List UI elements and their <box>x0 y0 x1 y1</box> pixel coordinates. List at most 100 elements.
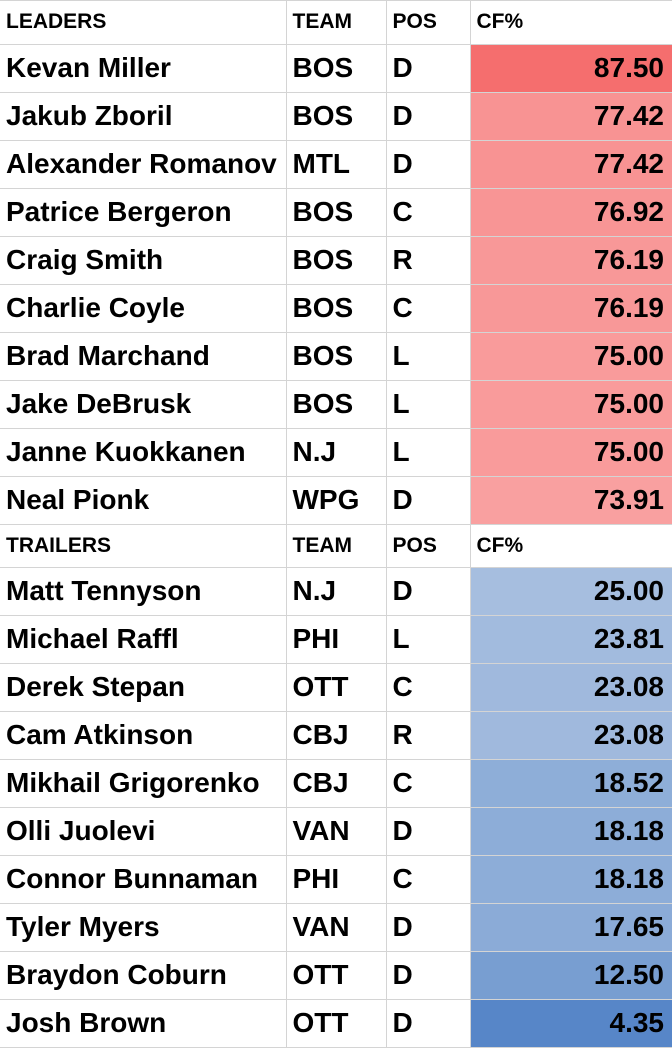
cf-percent-cell[interactable]: 23.08 <box>470 663 672 712</box>
position-cell[interactable]: D <box>386 140 471 189</box>
cf-percent-cell[interactable]: 75.00 <box>470 332 672 381</box>
position-cell[interactable]: C <box>386 284 471 333</box>
position-cell[interactable]: D <box>386 476 471 525</box>
player-name-cell[interactable]: Janne Kuokkanen <box>0 428 287 477</box>
player-name-cell[interactable]: Charlie Coyle <box>0 284 287 333</box>
position-cell[interactable]: C <box>386 759 471 808</box>
position-cell[interactable]: D <box>386 44 471 93</box>
table-row: Alexander Romanov MTL D 77.42 <box>0 140 672 189</box>
table-row: Patrice Bergeron BOS C 76.92 <box>0 188 672 237</box>
team-cell[interactable]: CBJ <box>286 759 387 808</box>
position-cell[interactable]: C <box>386 188 471 237</box>
team-cell[interactable]: WPG <box>286 476 387 525</box>
team-cell[interactable]: PHI <box>286 855 387 904</box>
team-cell[interactable]: BOS <box>286 44 387 93</box>
cf-percent-cell[interactable]: 73.91 <box>470 476 672 525</box>
player-name-cell[interactable]: Craig Smith <box>0 236 287 285</box>
position-cell[interactable]: D <box>386 903 471 952</box>
table-row: Jake DeBrusk BOS L 75.00 <box>0 380 672 429</box>
position-cell[interactable]: D <box>386 999 471 1048</box>
cf-percent-cell[interactable]: 75.00 <box>470 380 672 429</box>
cf-column-header[interactable]: CF% <box>470 524 672 568</box>
table-row: Josh Brown OTT D 4.35 <box>0 999 672 1048</box>
table-row: Olli Juolevi VAN D 18.18 <box>0 807 672 856</box>
player-name-cell[interactable]: Patrice Bergeron <box>0 188 287 237</box>
cf-percent-cell[interactable]: 18.18 <box>470 807 672 856</box>
cf-percent-cell[interactable]: 77.42 <box>470 140 672 189</box>
team-cell[interactable]: VAN <box>286 807 387 856</box>
cf-percent-cell[interactable]: 87.50 <box>470 44 672 93</box>
team-cell[interactable]: BOS <box>286 236 387 285</box>
player-name-cell[interactable]: Neal Pionk <box>0 476 287 525</box>
trailers-header-row: TRAILERS TEAM POS CF% <box>0 524 672 568</box>
player-name-cell[interactable]: Jakub Zboril <box>0 92 287 141</box>
cf-percent-cell[interactable]: 18.18 <box>470 855 672 904</box>
cf-column-header[interactable]: CF% <box>470 1 672 45</box>
team-cell[interactable]: BOS <box>286 284 387 333</box>
table-row: Cam Atkinson CBJ R 23.08 <box>0 711 672 760</box>
cf-percent-cell[interactable]: 17.65 <box>470 903 672 952</box>
team-cell[interactable]: BOS <box>286 92 387 141</box>
team-cell[interactable]: N.J <box>286 567 387 616</box>
player-name-cell[interactable]: Olli Juolevi <box>0 807 287 856</box>
team-column-header[interactable]: TEAM <box>286 1 387 45</box>
cf-percent-cell[interactable]: 77.42 <box>470 92 672 141</box>
player-name-cell[interactable]: Braydon Coburn <box>0 951 287 1000</box>
cf-percent-cell[interactable]: 23.81 <box>470 615 672 664</box>
table-row: Neal Pionk WPG D 73.91 <box>0 476 672 525</box>
team-column-header[interactable]: TEAM <box>286 524 387 568</box>
player-name-cell[interactable]: Connor Bunnaman <box>0 855 287 904</box>
table-row: Braydon Coburn OTT D 12.50 <box>0 951 672 1000</box>
cf-percent-cell[interactable]: 75.00 <box>470 428 672 477</box>
table-row: Matt Tennyson N.J D 25.00 <box>0 567 672 616</box>
position-cell[interactable]: D <box>386 92 471 141</box>
table-row: Connor Bunnaman PHI C 18.18 <box>0 855 672 904</box>
player-name-cell[interactable]: Mikhail Grigorenko <box>0 759 287 808</box>
position-cell[interactable]: C <box>386 855 471 904</box>
team-cell[interactable]: BOS <box>286 332 387 381</box>
cf-percent-cell[interactable]: 76.19 <box>470 236 672 285</box>
team-cell[interactable]: PHI <box>286 615 387 664</box>
player-name-cell[interactable]: Derek Stepan <box>0 663 287 712</box>
player-name-cell[interactable]: Cam Atkinson <box>0 711 287 760</box>
cf-percent-cell[interactable]: 23.08 <box>470 711 672 760</box>
player-name-cell[interactable]: Michael Raffl <box>0 615 287 664</box>
position-cell[interactable]: C <box>386 663 471 712</box>
cf-percent-cell[interactable]: 4.35 <box>470 999 672 1048</box>
cf-percent-cell[interactable]: 25.00 <box>470 567 672 616</box>
team-cell[interactable]: BOS <box>286 188 387 237</box>
team-cell[interactable]: CBJ <box>286 711 387 760</box>
position-cell[interactable]: D <box>386 807 471 856</box>
team-cell[interactable]: OTT <box>286 663 387 712</box>
team-cell[interactable]: BOS <box>286 380 387 429</box>
player-name-cell[interactable]: Alexander Romanov <box>0 140 287 189</box>
cf-percent-cell[interactable]: 76.92 <box>470 188 672 237</box>
player-name-cell[interactable]: Jake DeBrusk <box>0 380 287 429</box>
cf-percent-cell[interactable]: 18.52 <box>470 759 672 808</box>
team-cell[interactable]: OTT <box>286 999 387 1048</box>
player-name-cell[interactable]: Brad Marchand <box>0 332 287 381</box>
leaders-section-label[interactable]: LEADERS <box>0 1 287 45</box>
team-cell[interactable]: OTT <box>286 951 387 1000</box>
pos-column-header[interactable]: POS <box>386 524 471 568</box>
table-row: Brad Marchand BOS L 75.00 <box>0 332 672 381</box>
player-name-cell[interactable]: Tyler Myers <box>0 903 287 952</box>
player-name-cell[interactable]: Matt Tennyson <box>0 567 287 616</box>
position-cell[interactable]: R <box>386 711 471 760</box>
cf-percent-cell[interactable]: 76.19 <box>470 284 672 333</box>
position-cell[interactable]: L <box>386 332 471 381</box>
trailers-section-label[interactable]: TRAILERS <box>0 524 287 568</box>
pos-column-header[interactable]: POS <box>386 1 471 45</box>
team-cell[interactable]: VAN <box>286 903 387 952</box>
position-cell[interactable]: L <box>386 428 471 477</box>
position-cell[interactable]: R <box>386 236 471 285</box>
player-name-cell[interactable]: Kevan Miller <box>0 44 287 93</box>
team-cell[interactable]: N.J <box>286 428 387 477</box>
player-name-cell[interactable]: Josh Brown <box>0 999 287 1048</box>
position-cell[interactable]: D <box>386 567 471 616</box>
position-cell[interactable]: D <box>386 951 471 1000</box>
team-cell[interactable]: MTL <box>286 140 387 189</box>
position-cell[interactable]: L <box>386 380 471 429</box>
position-cell[interactable]: L <box>386 615 471 664</box>
cf-percent-cell[interactable]: 12.50 <box>470 951 672 1000</box>
